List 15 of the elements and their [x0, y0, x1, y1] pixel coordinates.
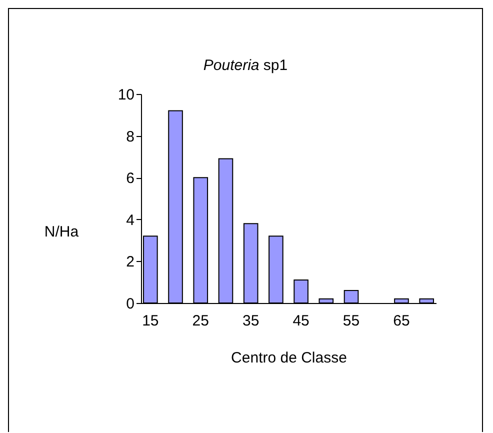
x-tick-label: 65: [393, 312, 410, 330]
chart-title: Pouteria sp1: [202, 57, 289, 74]
y-tick-label: 10: [118, 86, 134, 104]
y-tick-label: 0: [126, 296, 134, 312]
y-tick-label: 2: [126, 254, 134, 271]
x-tick-label: 45: [292, 312, 310, 330]
x-axis-title: Centro de Classe: [231, 350, 347, 366]
x-tick-label: 55: [342, 312, 360, 330]
y-axis-title: N/Ha: [44, 224, 80, 240]
y-tick-label: 6: [126, 170, 134, 188]
x-tick-label: 25: [192, 312, 209, 330]
y-tick-label: 4: [126, 212, 134, 229]
x-tick-label: 35: [242, 312, 260, 330]
x-tick-label: 15: [142, 312, 159, 330]
y-tick-label: 8: [126, 128, 134, 146]
